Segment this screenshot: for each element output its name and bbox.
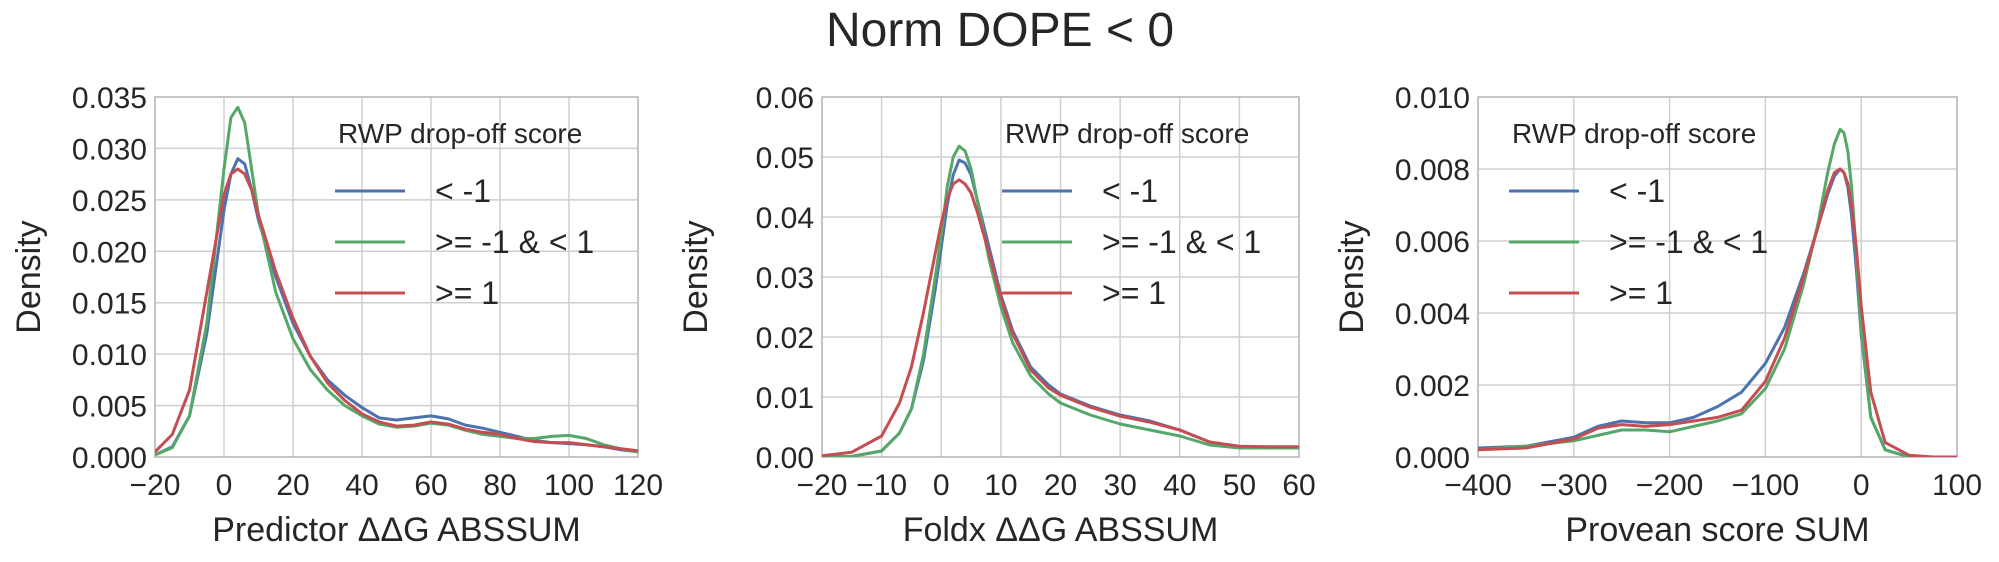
legend-title: RWP drop-off score xyxy=(1512,118,1756,149)
legend: RWP drop-off score < -1 >= -1 & < 1 >= 1 xyxy=(335,118,594,311)
y-tick-label: 0.004 xyxy=(1395,298,1470,331)
series-line-2 xyxy=(155,105,638,457)
chart-panel-2: −20 −10 0 10 20 30 40 50 60 0.00 0.01 0.02 0.03 0.04 0… xyxy=(677,82,1316,549)
y-axis-label: Density xyxy=(1333,220,1371,333)
x-axis-label: Predictor ΔΔG ABSSUM xyxy=(212,511,581,549)
y-tick-label: 0.030 xyxy=(72,133,147,166)
series-line-3 xyxy=(1478,167,1957,457)
figure-title: Norm DOPE < 0 xyxy=(826,4,1174,57)
legend-label: >= -1 & < 1 xyxy=(435,224,594,260)
series-line-3 xyxy=(822,178,1299,457)
legend: RWP drop-off score < -1 >= -1 & < 1 >= 1 xyxy=(1509,118,1768,311)
series-line-1 xyxy=(155,157,638,457)
y-tick-label: 0.035 xyxy=(72,82,147,115)
x-tick-label: 60 xyxy=(414,469,447,502)
y-tick-label: 0.01 xyxy=(756,382,814,415)
plot-frame xyxy=(1477,96,1958,458)
y-tick-label: 0.020 xyxy=(72,236,147,269)
x-axis-label: Provean score SUM xyxy=(1565,511,1869,549)
y-tick-label: 0.00 xyxy=(756,442,814,475)
y-tick-label: 0.04 xyxy=(756,202,814,235)
legend: RWP drop-off score < -1 >= -1 & < 1 >= 1 xyxy=(1002,118,1261,311)
series-line-3 xyxy=(155,167,638,453)
x-tick-label: 80 xyxy=(483,469,516,502)
x-tick-label: 120 xyxy=(613,469,663,502)
x-tick-label: 100 xyxy=(544,469,594,502)
x-tick-label: 100 xyxy=(1932,469,1982,502)
x-tick-label: 20 xyxy=(276,469,309,502)
y-tick-label: 0.000 xyxy=(1395,442,1470,475)
y-tick-label: 0.03 xyxy=(756,262,814,295)
y-axis-label: Density xyxy=(10,220,48,333)
y-tick-label: 0.015 xyxy=(72,288,147,321)
x-tick-label: 40 xyxy=(1163,469,1196,502)
x-tick-label: 0 xyxy=(933,469,950,502)
y-tick-label: 0.008 xyxy=(1395,154,1470,187)
x-tick-label: 50 xyxy=(1223,469,1256,502)
legend-label: < -1 xyxy=(1609,173,1665,209)
x-tick-label: −20 xyxy=(797,469,848,502)
x-tick-label: 10 xyxy=(984,469,1017,502)
plot-frame xyxy=(154,96,639,458)
x-tick-label: −20 xyxy=(130,469,181,502)
legend-label: < -1 xyxy=(1102,173,1158,209)
y-tick-label: 0.06 xyxy=(756,82,814,115)
y-tick-label: 0.05 xyxy=(756,142,814,175)
x-tick-label: 20 xyxy=(1044,469,1077,502)
y-axis-label: Density xyxy=(677,220,715,333)
x-axis-label: Foldx ΔΔG ABSSUM xyxy=(903,511,1219,549)
x-tick-label: 30 xyxy=(1103,469,1136,502)
x-tick-label: −100 xyxy=(1732,469,1800,502)
x-tick-label: 0 xyxy=(216,469,233,502)
y-tick-label: 0.010 xyxy=(1395,82,1470,115)
y-tick-label: 0.025 xyxy=(72,185,147,218)
legend-label: < -1 xyxy=(435,173,491,209)
x-tick-label: −400 xyxy=(1444,469,1512,502)
y-tick-label: 0.02 xyxy=(756,322,814,355)
y-tick-label: 0.002 xyxy=(1395,370,1470,403)
plot-frame xyxy=(821,96,1300,458)
x-tick-label: −200 xyxy=(1636,469,1704,502)
legend-label: >= 1 xyxy=(1102,275,1166,311)
chart-panel-3: −400 −300 −200 −100 0 100 0.000 0.002 0.004 0.006… xyxy=(1333,82,1982,549)
x-tick-label: −300 xyxy=(1540,469,1608,502)
legend-label: >= 1 xyxy=(1609,275,1673,311)
chart-panel-1: −20 0 20 40 60 80 100 120 0.000 0.005 0.010 0.015 0.… xyxy=(10,82,663,549)
y-tick-label: 0.000 xyxy=(72,442,147,475)
y-tick-label: 0.010 xyxy=(72,339,147,372)
x-tick-label: 60 xyxy=(1282,469,1315,502)
legend-label: >= -1 & < 1 xyxy=(1102,224,1261,260)
x-tick-label: 0 xyxy=(1853,469,1870,502)
legend-title: RWP drop-off score xyxy=(338,118,582,149)
x-tick-label: −10 xyxy=(856,469,907,502)
x-tick-label: 40 xyxy=(345,469,378,502)
legend-title: RWP drop-off score xyxy=(1005,118,1249,149)
legend-label: >= -1 & < 1 xyxy=(1609,224,1768,260)
y-tick-label: 0.006 xyxy=(1395,226,1470,259)
y-tick-label: 0.005 xyxy=(72,391,147,424)
legend-label: >= 1 xyxy=(435,275,499,311)
